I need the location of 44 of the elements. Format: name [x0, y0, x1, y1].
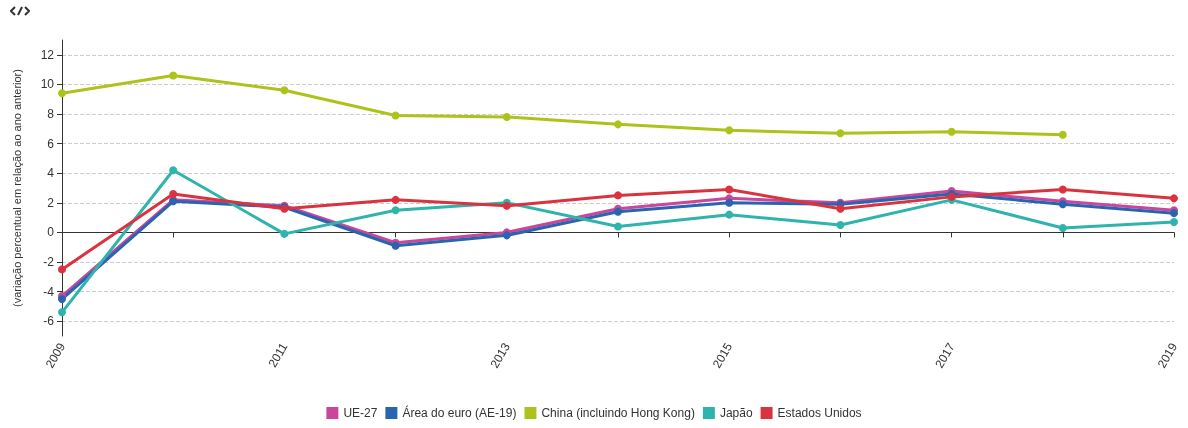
legend-label: UE-27 — [343, 406, 378, 420]
y-tick-label: 0 — [47, 225, 55, 240]
point — [502, 112, 511, 121]
y-tick-label: 4 — [47, 166, 55, 181]
point — [725, 198, 734, 207]
y-tick-label: 10 — [40, 77, 55, 92]
point — [1058, 185, 1067, 194]
point — [725, 185, 734, 194]
point — [391, 195, 400, 204]
y-tick-label: -4 — [43, 284, 55, 299]
point — [58, 308, 66, 317]
point — [1058, 130, 1067, 139]
point — [836, 204, 845, 213]
point — [725, 210, 734, 219]
y-axis-title: (variação percentual em relação ao ano anterior) — [10, 69, 23, 307]
point — [836, 221, 845, 229]
legend-label: Japão — [719, 406, 753, 420]
point — [58, 265, 66, 274]
legend-label: Área do euro (AE-19) — [402, 405, 517, 420]
y-tick-label: 6 — [47, 136, 55, 151]
point — [947, 127, 956, 136]
point — [280, 86, 289, 95]
point — [280, 229, 289, 238]
point — [1058, 223, 1067, 232]
point — [58, 89, 66, 98]
point — [169, 189, 178, 198]
y-tick-label: 12 — [40, 47, 55, 62]
point — [614, 120, 622, 129]
point — [391, 206, 400, 215]
y-tick-label: 2 — [47, 195, 55, 210]
legend-label: Estados Unidos — [777, 406, 862, 420]
y-tick-label: -2 — [43, 255, 55, 269]
point — [169, 71, 178, 80]
point — [1170, 194, 1178, 203]
y-tick-label: 8 — [47, 107, 55, 121]
point — [169, 166, 178, 175]
point — [836, 129, 845, 138]
point — [614, 191, 622, 200]
point — [1170, 218, 1178, 227]
point — [725, 126, 734, 135]
point — [614, 222, 622, 231]
legend-label: China (incluindo Hong Kong) — [541, 406, 695, 420]
point — [391, 111, 400, 120]
y-tick-label: -6 — [43, 314, 55, 329]
